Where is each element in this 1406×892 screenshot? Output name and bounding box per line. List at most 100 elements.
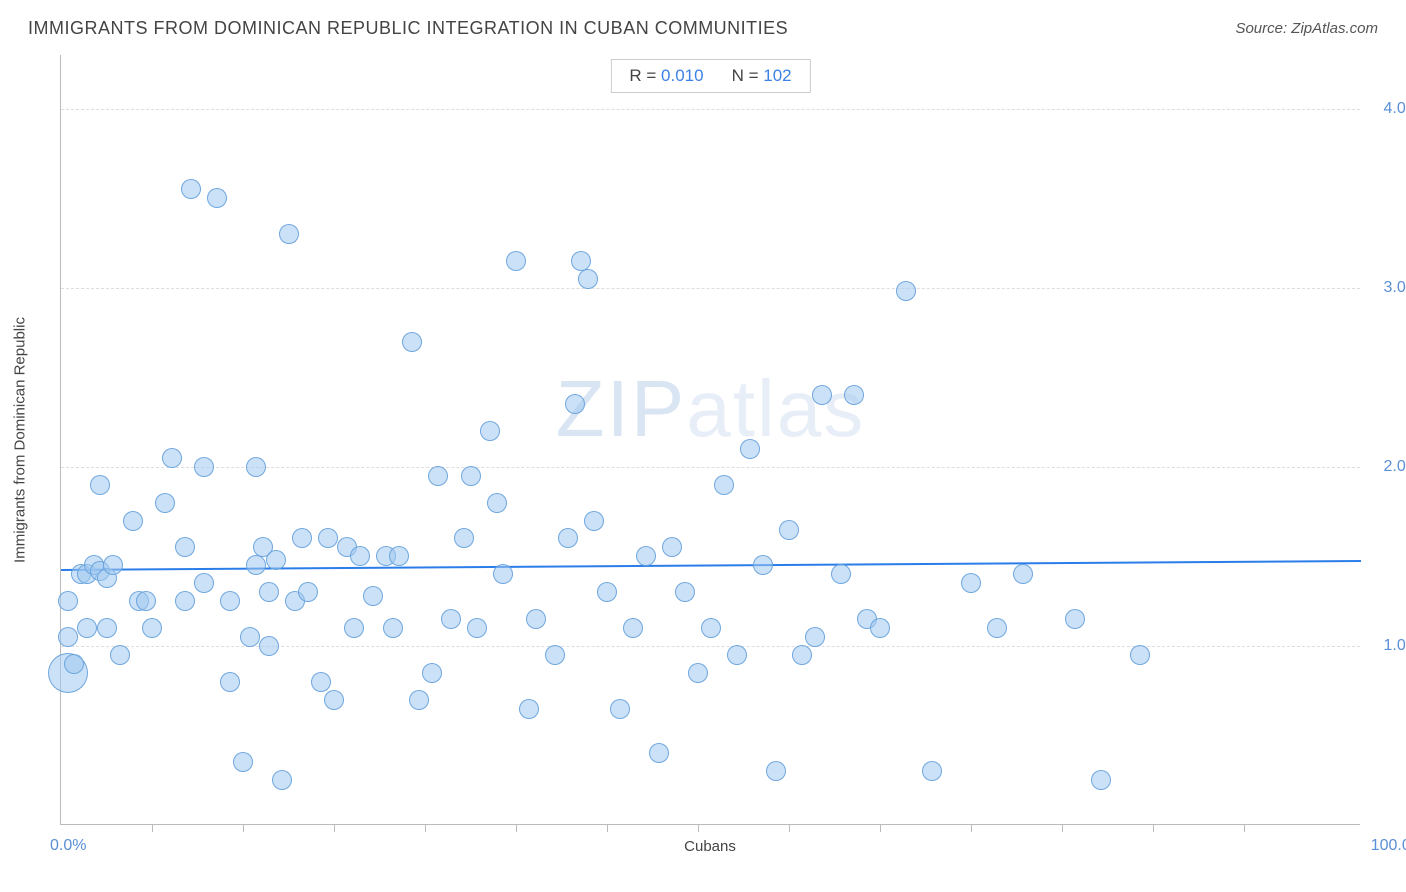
scatter-point bbox=[402, 332, 422, 352]
scatter-point bbox=[344, 618, 364, 638]
scatter-point bbox=[467, 618, 487, 638]
y-tick-label: 2.0% bbox=[1365, 458, 1406, 476]
y-tick-label: 4.0% bbox=[1365, 100, 1406, 118]
scatter-point bbox=[136, 591, 156, 611]
scatter-point bbox=[233, 752, 253, 772]
scatter-point bbox=[701, 618, 721, 638]
scatter-point bbox=[383, 618, 403, 638]
scatter-point bbox=[246, 555, 266, 575]
scatter-point bbox=[58, 591, 78, 611]
scatter-point bbox=[1065, 609, 1085, 629]
scatter-point bbox=[896, 281, 916, 301]
plot-container: ZIPatlas R = 0.010 N = 102 1.0%2.0%3.0%4… bbox=[60, 55, 1360, 825]
scatter-point bbox=[1013, 564, 1033, 584]
scatter-point bbox=[565, 394, 585, 414]
scatter-point bbox=[792, 645, 812, 665]
x-tick bbox=[1153, 824, 1154, 832]
x-min-label: 0.0% bbox=[50, 837, 86, 855]
scatter-point bbox=[649, 743, 669, 763]
chart-title: IMMIGRANTS FROM DOMINICAN REPUBLIC INTEG… bbox=[28, 18, 788, 39]
scatter-point bbox=[162, 448, 182, 468]
scatter-point bbox=[175, 591, 195, 611]
scatter-point bbox=[844, 385, 864, 405]
scatter-point bbox=[110, 645, 130, 665]
scatter-point bbox=[58, 627, 78, 647]
y-axis-label: Immigrants from Dominican Republic bbox=[12, 317, 29, 563]
scatter-point bbox=[675, 582, 695, 602]
x-tick bbox=[607, 824, 608, 832]
scatter-point bbox=[246, 457, 266, 477]
scatter-point bbox=[506, 251, 526, 271]
scatter-point bbox=[461, 466, 481, 486]
scatter-point bbox=[831, 564, 851, 584]
gridline-h bbox=[61, 109, 1360, 110]
watermark: ZIPatlas bbox=[556, 363, 865, 455]
x-tick bbox=[971, 824, 972, 832]
scatter-point bbox=[1130, 645, 1150, 665]
scatter-point bbox=[480, 421, 500, 441]
watermark-atlas: atlas bbox=[686, 364, 865, 453]
scatter-point bbox=[922, 761, 942, 781]
x-tick bbox=[880, 824, 881, 832]
gridline-h bbox=[61, 288, 1360, 289]
scatter-point bbox=[812, 385, 832, 405]
scatter-point bbox=[409, 690, 429, 710]
r-value: 0.010 bbox=[661, 66, 704, 85]
scatter-point bbox=[389, 546, 409, 566]
scatter-point bbox=[318, 528, 338, 548]
scatter-point bbox=[526, 609, 546, 629]
x-tick bbox=[1244, 824, 1245, 832]
scatter-point bbox=[123, 511, 143, 531]
y-tick-label: 3.0% bbox=[1365, 279, 1406, 297]
scatter-point bbox=[220, 591, 240, 611]
x-tick bbox=[1062, 824, 1063, 832]
x-max-label: 100.0% bbox=[1371, 837, 1406, 855]
scatter-point bbox=[279, 224, 299, 244]
scatter-point bbox=[558, 528, 578, 548]
scatter-point bbox=[142, 618, 162, 638]
stats-legend: R = 0.010 N = 102 bbox=[610, 59, 810, 93]
scatter-point bbox=[441, 609, 461, 629]
scatter-point bbox=[636, 546, 656, 566]
scatter-point bbox=[220, 672, 240, 692]
scatter-point bbox=[90, 475, 110, 495]
scatter-point bbox=[688, 663, 708, 683]
scatter-point bbox=[623, 618, 643, 638]
n-value: 102 bbox=[763, 66, 791, 85]
n-label: N = bbox=[732, 66, 764, 85]
scatter-point bbox=[259, 582, 279, 602]
scatter-point bbox=[259, 636, 279, 656]
scatter-point bbox=[545, 645, 565, 665]
scatter-point bbox=[64, 654, 84, 674]
scatter-point bbox=[311, 672, 331, 692]
scatter-point bbox=[753, 555, 773, 575]
scatter-point bbox=[292, 528, 312, 548]
scatter-point bbox=[493, 564, 513, 584]
y-tick-label: 1.0% bbox=[1365, 637, 1406, 655]
x-tick bbox=[243, 824, 244, 832]
scatter-point bbox=[1091, 770, 1111, 790]
scatter-point bbox=[240, 627, 260, 647]
r-label: R = bbox=[629, 66, 661, 85]
scatter-point bbox=[519, 699, 539, 719]
scatter-point bbox=[766, 761, 786, 781]
source-attribution: Source: ZipAtlas.com bbox=[1235, 20, 1378, 37]
scatter-point bbox=[779, 520, 799, 540]
scatter-point bbox=[175, 537, 195, 557]
scatter-point bbox=[207, 188, 227, 208]
x-tick bbox=[698, 824, 699, 832]
x-tick bbox=[334, 824, 335, 832]
scatter-point bbox=[363, 586, 383, 606]
r-stat: R = 0.010 bbox=[629, 66, 703, 86]
scatter-point bbox=[298, 582, 318, 602]
scatter-point bbox=[266, 550, 286, 570]
scatter-point bbox=[350, 546, 370, 566]
scatter-point bbox=[987, 618, 1007, 638]
scatter-point bbox=[97, 618, 117, 638]
scatter-point bbox=[662, 537, 682, 557]
scatter-point bbox=[578, 269, 598, 289]
scatter-point bbox=[155, 493, 175, 513]
scatter-point bbox=[740, 439, 760, 459]
scatter-point bbox=[454, 528, 474, 548]
x-tick bbox=[152, 824, 153, 832]
